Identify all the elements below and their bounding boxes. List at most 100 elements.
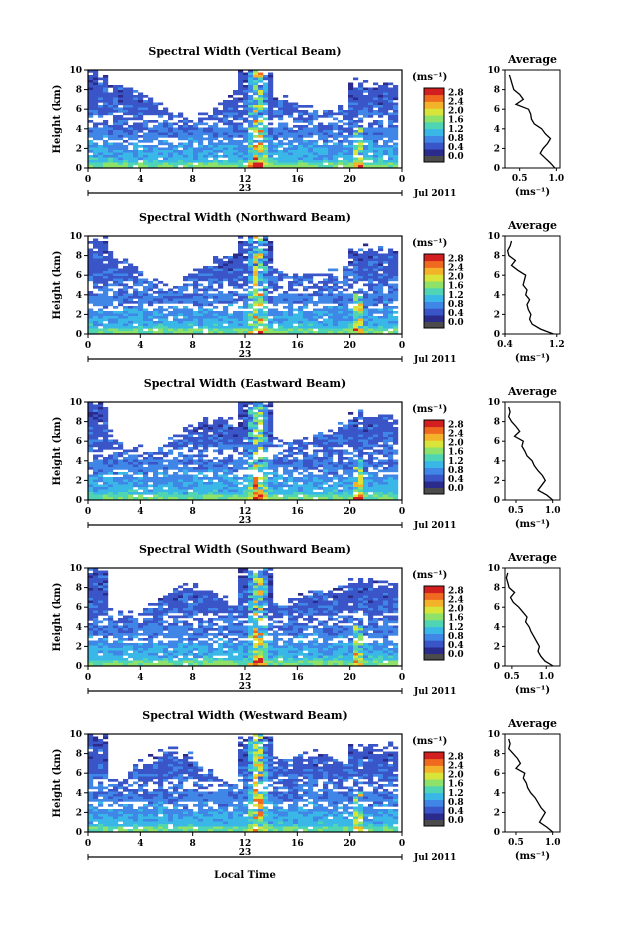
heatmap-cell <box>253 251 258 254</box>
heatmap-cell <box>248 291 253 294</box>
average-profile-line <box>508 241 554 334</box>
heatmap-cell <box>308 301 313 304</box>
heatmap-cell <box>98 321 103 324</box>
heatmap-cell <box>108 108 113 111</box>
heatmap-cell <box>258 160 263 163</box>
heatmap-cell <box>348 432 353 435</box>
y-tick-label: 2 <box>76 144 82 154</box>
heatmap-cell <box>378 485 383 488</box>
heatmap-cell <box>193 331 198 334</box>
heatmap-cell <box>328 274 333 277</box>
heatmap-cell <box>348 427 353 430</box>
heatmap-cell <box>338 143 343 146</box>
heatmap-cell <box>238 100 243 103</box>
heatmap-cell <box>118 462 123 465</box>
heatmap-cell <box>273 138 278 141</box>
heatmap-cell <box>93 621 98 624</box>
heatmap-cell <box>133 492 138 495</box>
heatmap-cell <box>263 465 268 468</box>
heatmap-cell <box>98 110 103 113</box>
heatmap-cell <box>158 321 163 324</box>
heatmap-cell <box>113 98 118 101</box>
heatmap-cell <box>228 100 233 103</box>
heatmap-cell <box>113 148 118 151</box>
heatmap-cell <box>388 148 393 151</box>
heatmap-cell <box>268 480 273 483</box>
heatmap-cell <box>143 158 148 161</box>
heatmap-cell <box>103 304 108 307</box>
heatmap-cell <box>393 311 398 314</box>
heatmap-cell <box>278 497 283 500</box>
heatmap-cell <box>178 492 183 495</box>
heatmap-cell <box>103 299 108 302</box>
heatmap-cell <box>133 155 138 158</box>
heatmap-cell <box>258 150 263 153</box>
heatmap-cell <box>253 83 258 86</box>
heatmap-cell <box>118 100 123 103</box>
heatmap-cell <box>318 495 323 498</box>
average-y-tick-label: 8 <box>494 86 500 96</box>
heatmap-cell <box>383 427 388 430</box>
heatmap-cell <box>263 485 268 488</box>
heatmap-cell <box>173 291 178 294</box>
heatmap-cell <box>123 276 128 279</box>
heatmap-cell <box>88 291 93 294</box>
heatmap-cell <box>253 430 258 433</box>
heatmap-cell <box>248 497 253 500</box>
heatmap-cell <box>183 316 188 319</box>
heatmap-cell <box>393 274 398 277</box>
heatmap-cell <box>98 296 103 299</box>
heatmap-cell <box>138 495 143 498</box>
heatmap-cell <box>378 261 383 264</box>
heatmap-cell <box>268 495 273 498</box>
heatmap-cell <box>88 407 93 410</box>
heatmap-cell <box>223 477 228 480</box>
heatmap-cell <box>378 153 383 156</box>
heatmap-cell <box>328 299 333 302</box>
heatmap-cell <box>293 331 298 334</box>
heatmap-cell <box>183 472 188 475</box>
heatmap-cell <box>333 128 338 131</box>
heatmap-cell <box>378 274 383 277</box>
heatmap-cell <box>293 163 298 166</box>
heatmap-cell <box>243 314 248 317</box>
heatmap-cell <box>93 432 98 435</box>
colorbar-unit-label: (ms⁻¹) <box>412 404 447 415</box>
heatmap-cell <box>168 306 173 309</box>
heatmap-cell <box>383 128 388 131</box>
heatmap-cell <box>128 266 133 269</box>
heatmap-cell <box>193 311 198 314</box>
heatmap-cell <box>88 113 93 116</box>
x-tick-label: 0 <box>399 507 405 517</box>
heatmap-cell <box>318 450 323 453</box>
heatmap-cell <box>93 487 98 490</box>
heatmap-cell <box>383 113 388 116</box>
heatmap-cell <box>108 150 113 153</box>
heatmap-cell <box>108 145 113 148</box>
heatmap-cell <box>118 485 123 488</box>
heatmap-cell <box>258 437 263 440</box>
heatmap-cell <box>98 420 103 423</box>
heatmap-cell <box>323 138 328 141</box>
heatmap-cell <box>263 329 268 332</box>
heatmap-cell <box>158 143 163 146</box>
heatmap-cell <box>103 93 108 96</box>
heatmap-cell <box>198 130 203 133</box>
heatmap-cell <box>128 110 133 113</box>
heatmap-cell <box>233 113 238 116</box>
heatmap-cell <box>113 128 118 131</box>
heatmap-cell <box>98 440 103 443</box>
heatmap-cell <box>298 316 303 319</box>
heatmap-cell <box>343 160 348 163</box>
heatmap-cell <box>208 445 213 448</box>
heatmap-cell <box>103 90 108 93</box>
heatmap-cell <box>198 452 203 455</box>
heatmap-cell <box>123 465 128 468</box>
heatmap-cell <box>173 435 178 438</box>
heatmap-cell <box>218 465 223 468</box>
heatmap-cell <box>378 422 383 425</box>
heatmap-cell <box>298 329 303 332</box>
heatmap-cell <box>108 304 113 307</box>
heatmap-cell <box>153 160 158 163</box>
heatmap-cell <box>368 254 373 257</box>
